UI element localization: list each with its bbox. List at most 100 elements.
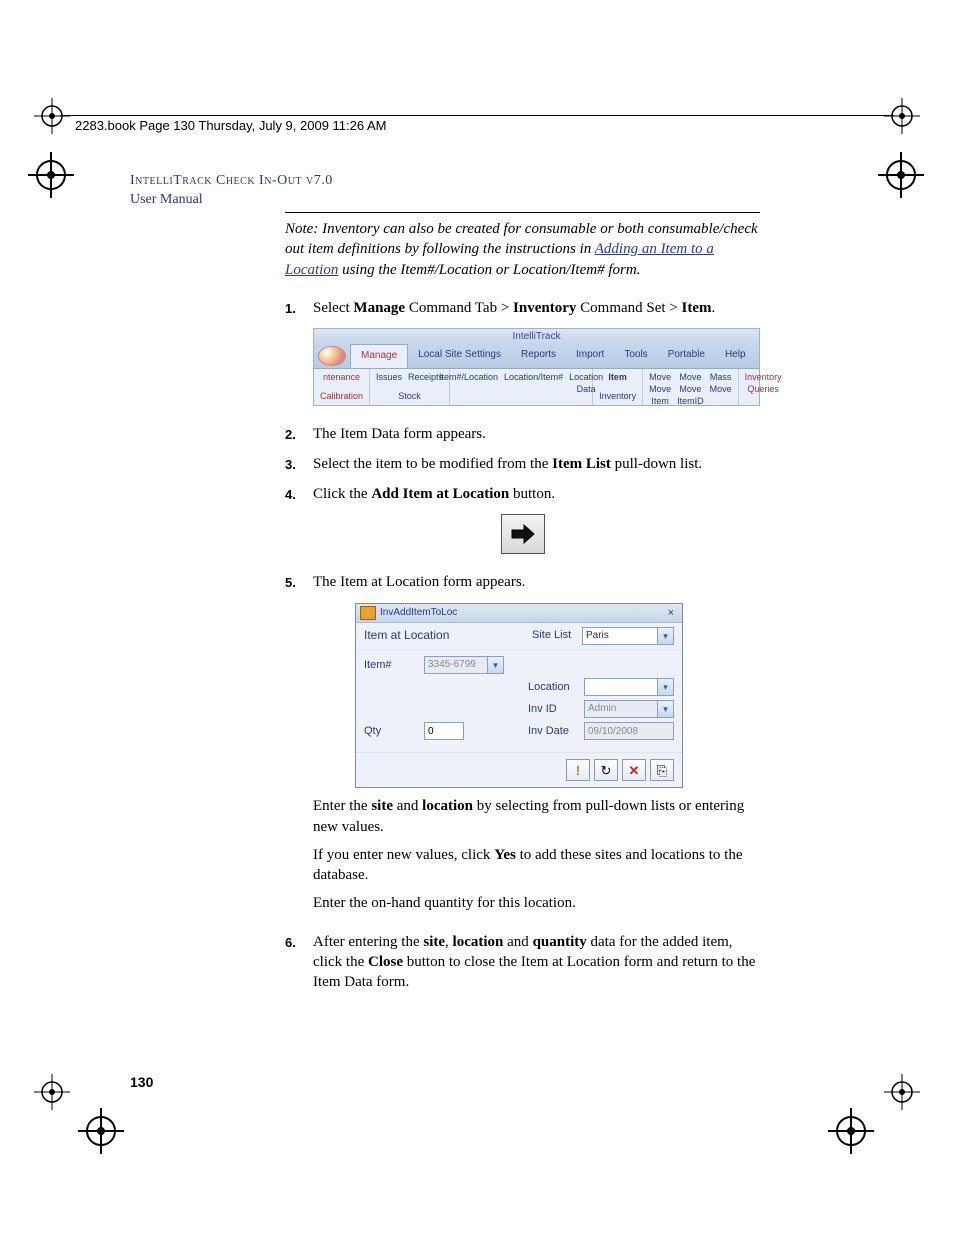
crop-mark-br2 [828,1108,874,1154]
dialog-titlebar: InvAddItemToLoc × [356,604,682,624]
section-rule [285,212,760,213]
crop-mark-bl [34,1074,70,1110]
crop-mark-br [884,1074,920,1110]
cancel-button[interactable]: ✕ [622,759,646,781]
ribbon-item[interactable]: Location/Item# [504,371,563,395]
ribbon-item[interactable]: Calibration [320,390,363,402]
site-list-label: Site List [532,627,582,645]
note-suffix: using the Item#/Location or Location/Ite… [338,262,640,278]
refresh-button[interactable]: ↻ [594,759,618,781]
crop-mark-bl2 [78,1108,124,1154]
tab-import[interactable]: Import [566,344,614,368]
doc-title-line1: IntelliTrack Check In-Out v7.0 [130,173,333,188]
header-rule [60,115,894,116]
invid-value: Admin [585,701,657,717]
close-button[interactable]: ⎘ [650,759,674,781]
dialog-title: Item at Location [364,627,532,645]
step-6-num: 6. [285,932,313,993]
step-2-body: The Item Data form appears. [313,424,760,444]
qty-label: Qty [364,724,424,739]
chevron-down-icon: ▾ [657,701,673,717]
location-label: Location [528,680,584,695]
step-5: 5. The Item at Location form appears. [285,572,760,592]
note-paragraph: Note: Inventory can also be created for … [285,219,760,280]
step-6-body: After entering the site, location and qu… [313,932,760,993]
item-at-location-dialog: InvAddItemToLoc × Item at Location Site … [355,603,683,789]
ribbon-group-label: Inventory [599,390,636,402]
location-combo[interactable]: ▾ [584,678,674,696]
tab-portable[interactable]: Portable [658,344,715,368]
invdate-field: 09/10/2008 [584,722,674,740]
ribbon-item[interactable]: Move Move ItemID [677,371,704,407]
step-5-body: The Item at Location form appears. [313,572,760,592]
invdate-label: Inv Date [528,724,584,739]
ribbon-item[interactable]: Inventory Queries [745,371,782,395]
step-1: 1. Select Manage Command Tab > Inventory… [285,298,760,318]
doc-title-line2: User Manual [130,192,203,207]
tab-help[interactable]: Help [715,344,756,368]
ribbon-item[interactable]: Move Move Item [649,371,671,407]
ribbon-group-1: ntenance Calibration [314,369,370,405]
ribbon-item[interactable]: ntenance [323,371,360,383]
ribbon-group-label: Stock [376,390,443,402]
step-3-body: Select the item to be modified from the … [313,454,760,474]
ribbon-group-queries: Inventory Queries [739,369,788,405]
step-6: 6. After entering the site, location and… [285,932,760,993]
step-3-num: 3. [285,454,313,474]
page-number: 130 [130,1074,153,1090]
tab-reports[interactable]: Reports [511,344,566,368]
step-5-num: 5. [285,572,313,592]
site-list-value: Paris [583,628,657,644]
ribbon-item[interactable]: Item#/Location [439,371,498,395]
ribbon-body: ntenance Calibration Issues Receipts Sto… [314,369,759,405]
ribbon-group-inventory: Item Inventory [593,369,643,405]
ribbon-group-move: Move Move Item Move Move ItemID Mass Mov… [643,369,739,405]
chevron-down-icon: ▾ [657,679,673,695]
para-new-values: If you enter new values, click Yes to ad… [313,845,760,886]
dialog-close-icon[interactable]: × [664,606,678,621]
crop-mark-tr2 [878,152,924,198]
office-button-icon[interactable] [318,346,346,366]
tab-local[interactable]: Local Site Settings [408,344,511,368]
tab-tools[interactable]: Tools [614,344,657,368]
item-combo[interactable]: 3345-6799▾ [424,656,504,674]
doc-title: IntelliTrack Check In-Out v7.0 User Manu… [130,172,333,210]
ribbon-item-item[interactable]: Item [608,371,627,383]
para-onhand: Enter the on-hand quantity for this loca… [313,893,760,913]
dialog-window-title: InvAddItemToLoc [380,606,457,620]
item-label: Item# [364,658,424,673]
location-value [585,679,657,695]
step-2: 2. The Item Data form appears. [285,424,760,444]
crop-mark-tl [34,98,70,134]
crop-mark-tr [884,98,920,134]
ribbon-screenshot: IntelliTrack Manage Local Site Settings … [313,328,760,406]
header-text: 2283.book Page 130 Thursday, July 9, 200… [75,118,387,133]
ribbon-tabs: Manage Local Site Settings Reports Impor… [314,344,759,369]
warning-button[interactable]: ! [566,759,590,781]
step-1-body: Select Manage Command Tab > Inventory Co… [313,298,760,318]
tab-manage[interactable]: Manage [350,344,408,368]
chevron-down-icon: ▾ [487,657,503,673]
step-2-num: 2. [285,424,313,444]
ribbon-item[interactable]: Issues [376,371,402,383]
dialog-header: Item at Location Site List Paris▾ [356,623,682,650]
step-4-num: 4. [285,484,313,504]
invid-label: Inv ID [528,702,584,717]
step-4-body: Click the Add Item at Location button. [313,484,760,504]
invid-combo[interactable]: Admin▾ [584,700,674,718]
para-enter-site: Enter the site and location by selecting… [313,796,760,837]
add-item-at-location-icon[interactable] [501,514,545,554]
dialog-footer: ! ↻ ✕ ⎘ [356,752,682,787]
item-value: 3345-6799 [425,657,487,673]
chevron-down-icon: ▾ [657,628,673,644]
ribbon-app-title: IntelliTrack [314,329,759,344]
ribbon-item[interactable]: Receipts [408,371,443,383]
ribbon-item[interactable]: Mass Move [710,371,732,407]
qty-input[interactable]: 0 [424,722,464,740]
ribbon-group-3: Item#/Location Location/Item# Location D… [450,369,593,405]
step-4: 4. Click the Add Item at Location button… [285,484,760,504]
crop-mark-tl2 [28,152,74,198]
dialog-icon [360,606,376,620]
step-3: 3. Select the item to be modified from t… [285,454,760,474]
site-list-combo[interactable]: Paris▾ [582,627,674,645]
